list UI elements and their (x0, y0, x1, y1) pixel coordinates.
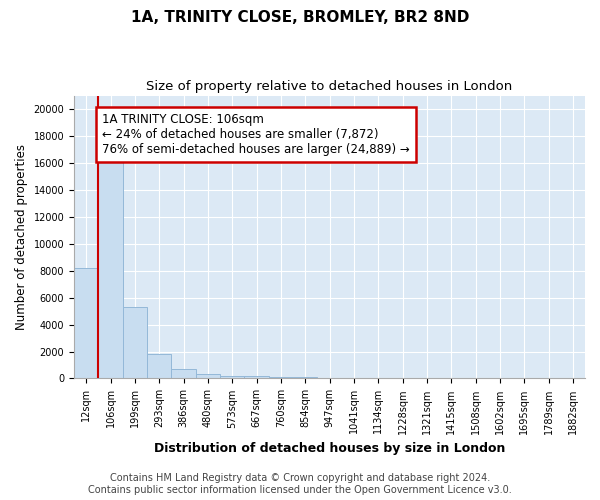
Bar (220, 376, 244, 378)
X-axis label: Distribution of detached houses by size in London: Distribution of detached houses by size … (154, 442, 505, 455)
Bar (98, 155, 122, 378)
Y-axis label: Number of detached properties: Number of detached properties (15, 144, 28, 330)
Text: Contains HM Land Registry data © Crown copyright and database right 2024.
Contai: Contains HM Land Registry data © Crown c… (88, 474, 512, 495)
Bar (196, 374, 220, 378)
Bar (269, 377, 293, 378)
Bar (74, 268, 98, 378)
Bar (172, 368, 196, 378)
Bar (122, 307, 147, 378)
Bar (147, 354, 172, 378)
Title: Size of property relative to detached houses in London: Size of property relative to detached ho… (146, 80, 512, 93)
Text: 1A, TRINITY CLOSE, BROMLEY, BR2 8ND: 1A, TRINITY CLOSE, BROMLEY, BR2 8ND (131, 10, 469, 25)
Bar (293, 377, 317, 378)
Bar (244, 376, 269, 378)
Text: 1A TRINITY CLOSE: 106sqm
← 24% of detached houses are smaller (7,872)
76% of sem: 1A TRINITY CLOSE: 106sqm ← 24% of detach… (102, 113, 410, 156)
